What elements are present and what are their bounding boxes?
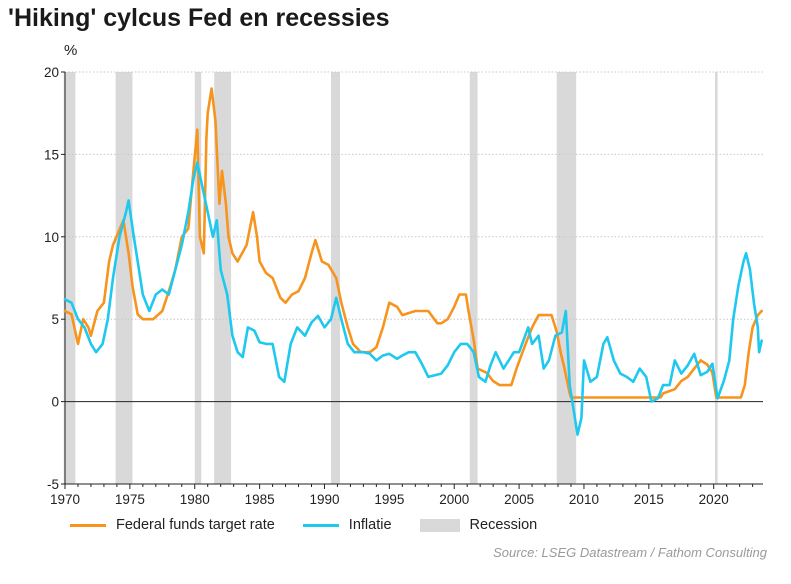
legend-item-inflation: Inflatie [302,517,392,533]
legend-item-recession: Recession [419,517,538,533]
legend-swatch-fed [70,523,106,527]
x-tick-label: 2010 [569,492,599,507]
legend-swatch-inflation [302,523,339,527]
y-tick-label: 10 [44,230,59,245]
x-tick-label: 1980 [180,492,210,507]
recession-band-6 [556,72,577,484]
legend-swatch-recession [419,518,460,532]
source-note: Source: LSEG Datastream / Fathom Consult… [493,545,767,560]
tick-labels: -5 0 5 10 15 20 1970 1975 1980 1985 1990 1995 2000 20… [44,65,729,507]
legend-item-fed: Federal funds target rate [70,517,275,533]
grid-lines [65,71,763,320]
series-lines [63,87,763,436]
x-tick-label: 2015 [634,492,664,507]
x-tick-label: 2000 [439,492,469,507]
y-tick-label: 5 [51,312,59,327]
recession-bands [63,72,718,484]
legend-label-recession: Recession [469,517,538,533]
y-tick-label: 15 [44,147,59,162]
y-tick-label: 20 [44,65,59,80]
x-tick-label: 1995 [374,492,404,507]
x-tick-label: 1990 [309,492,339,507]
recession-band-0 [63,72,76,484]
chart-title: 'Hiking' cylcus Fed en recessies [8,4,390,32]
recession-band-1 [115,72,133,484]
legend-label-inflation: Inflatie [348,517,392,533]
x-tick-label: 1975 [115,492,145,507]
y-axis-unit: % [64,42,78,59]
x-tick-label: 1970 [50,492,80,507]
x-tick-label: 2005 [504,492,534,507]
series-line-inflation [63,161,763,436]
recession-band-2 [194,72,202,484]
legend: Federal funds target rate Inflatie Reces… [70,517,565,533]
legend-label-fed: Federal funds target rate [116,517,275,533]
x-tick-label: 2020 [699,492,729,507]
x-tick-label: 1985 [245,492,275,507]
recession-band-7 [714,72,718,484]
recession-band-5 [469,72,478,484]
y-tick-label: 0 [51,395,59,410]
axes [61,71,763,489]
y-tick-label: -5 [47,477,59,492]
